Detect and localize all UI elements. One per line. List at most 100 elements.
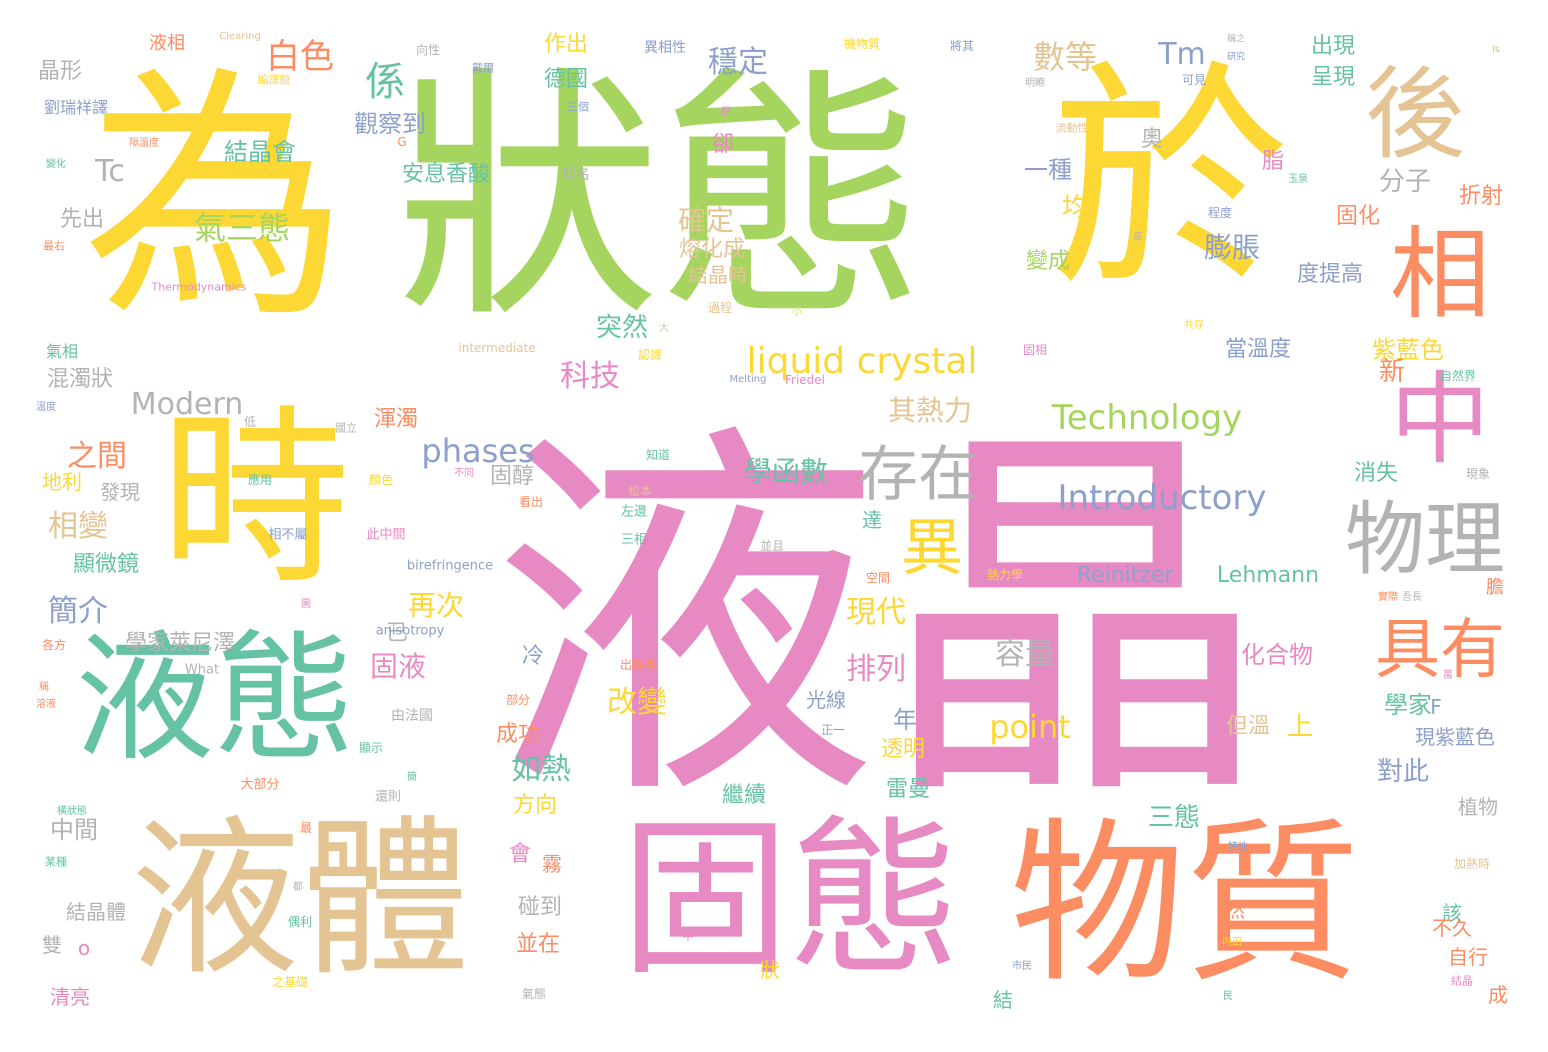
word-cloud-term: 繼續 <box>721 783 767 808</box>
word-cloud-term: 奧 <box>1140 127 1164 152</box>
word-cloud-term: 異相性 <box>644 40 686 56</box>
word-cloud-term: 隔溫度 <box>129 138 159 149</box>
word-cloud-term: 松本 <box>627 484 653 498</box>
word-cloud-term: Melting <box>729 374 767 385</box>
word-cloud-term: 容量 <box>995 637 1055 672</box>
word-cloud-term: 相不屬 <box>268 527 308 543</box>
word-cloud-term: 折射 <box>1458 184 1504 209</box>
word-cloud-term: 變成 <box>1025 249 1071 274</box>
word-cloud-term: 現象 <box>1465 467 1491 481</box>
word-cloud-term: 某種 <box>45 855 67 869</box>
word-cloud-term: 係 <box>365 59 405 105</box>
word-cloud-term: 達 <box>862 508 882 532</box>
word-cloud-term: 上 <box>1286 712 1314 742</box>
word-cloud-term: 成功 <box>495 722 541 747</box>
word-cloud-term: 民 <box>1223 991 1233 1002</box>
word-cloud-term: 存在 <box>858 440 978 510</box>
word-cloud-term: 大部分 <box>240 777 280 793</box>
word-cloud-term: Thermodynamics <box>151 280 247 294</box>
word-cloud-term: 排列 <box>846 652 906 687</box>
word-cloud-term: 對此 <box>1376 757 1430 787</box>
word-cloud-term: 作出 <box>543 32 589 57</box>
word-cloud-term: 異 <box>900 511 964 584</box>
word-cloud-term: 安息香酸 <box>401 162 491 187</box>
word-cloud-term: 固化 <box>1335 204 1381 229</box>
word-cloud-term: 稱 <box>39 682 49 693</box>
word-cloud-term: 將其 <box>949 39 975 53</box>
word-cloud-term: 溫度 <box>36 402 56 413</box>
word-cloud-term: 研究 <box>1226 52 1246 63</box>
word-cloud-term: 液相 <box>149 33 185 54</box>
word-cloud-term: 小 <box>792 307 802 318</box>
word-cloud-term: 內田 <box>1222 937 1242 948</box>
word-cloud-term: liquid crystal <box>746 341 978 382</box>
word-cloud-term: 並且 <box>759 539 785 553</box>
word-cloud-term: 各方 <box>41 638 67 652</box>
word-cloud-term: 三相 <box>620 532 648 548</box>
word-cloud-term: 狀 <box>760 958 780 982</box>
word-cloud-term: 脂 <box>1261 149 1285 174</box>
word-cloud-term: 物理 <box>1345 493 1505 586</box>
word-cloud-term: 氣態 <box>521 987 547 1001</box>
word-cloud-term: 問 <box>721 107 731 118</box>
word-cloud-term: 戴爾 <box>472 61 494 75</box>
word-cloud-term: 特性 <box>1228 842 1248 853</box>
word-cloud-term: 霧 <box>542 852 562 876</box>
word-cloud-term: 結晶 <box>1451 974 1473 988</box>
word-cloud-term: 透明 <box>880 737 926 762</box>
word-cloud-term: 紫藍色 <box>1372 336 1444 364</box>
word-cloud-term: 晶形 <box>37 59 83 84</box>
word-cloud-term: 顏色 <box>368 473 394 487</box>
word-cloud-term: 之基礎 <box>271 975 309 989</box>
word-cloud-term: 由法國 <box>391 708 433 724</box>
word-cloud-term: 碰到 <box>517 895 563 920</box>
word-cloud-term: 成 <box>1488 983 1508 1007</box>
word-cloud-term: 雷曼 <box>885 777 931 802</box>
word-cloud-term: anisotropy <box>375 623 445 639</box>
word-cloud-term: 現紫藍色 <box>1415 725 1495 749</box>
word-cloud-term: 氣三態 <box>193 209 291 247</box>
word-cloud-term: 消失 <box>1353 461 1399 486</box>
word-cloud-term: 植物 <box>1458 795 1498 819</box>
word-cloud-term: 溶液 <box>36 699 56 710</box>
word-cloud-term: 為 <box>82 45 348 354</box>
word-cloud-term: 劉瑞祥譯 <box>43 98 109 117</box>
word-cloud-term: birefringence <box>406 558 494 574</box>
word-cloud-term: 具有 <box>1374 612 1506 688</box>
word-cloud-term: 科技 <box>560 359 620 394</box>
word-cloud-term: 應用 <box>247 473 273 487</box>
word-cloud-term: 結晶時 <box>688 263 748 287</box>
word-cloud-term: 結晶體 <box>66 900 126 924</box>
word-cloud-term: 不同 <box>454 468 474 479</box>
word-cloud-term: 物質 <box>1010 803 1360 1007</box>
word-cloud-term: 左邊 <box>620 504 648 520</box>
word-cloud-term: 結 <box>993 988 1013 1012</box>
word-cloud-term: point <box>989 708 1071 746</box>
word-cloud-term: 實際 <box>1378 592 1398 603</box>
word-cloud-term: 流動性 <box>1055 121 1089 135</box>
word-cloud-term: 確定 <box>677 204 735 237</box>
word-cloud-term: 突然 <box>595 313 649 343</box>
word-cloud-term: 自行 <box>1448 945 1488 969</box>
word-cloud-term: 熔化成 <box>678 237 746 262</box>
word-cloud-term: 會 <box>508 842 532 867</box>
word-cloud-term: 加熱時 <box>1453 857 1491 871</box>
word-cloud-term: 認識 <box>637 348 663 362</box>
word-cloud-term: 還則 <box>374 789 402 805</box>
word-cloud-term: 程度 <box>1207 206 1233 220</box>
word-cloud-term: 均 <box>1061 193 1089 223</box>
word-cloud-term: 固醇 <box>489 464 535 489</box>
word-cloud-term: 其熱力 <box>887 394 973 427</box>
word-cloud-term: 雙 <box>42 933 62 957</box>
word-cloud-term: 該 <box>1442 901 1462 925</box>
word-cloud-term: 向性 <box>415 43 441 57</box>
word-cloud-term: 學家萊尼澤 <box>124 631 236 656</box>
word-cloud-term: 大 <box>659 323 669 334</box>
word-cloud-term: Friedel <box>784 373 826 387</box>
word-cloud-term: 可見 <box>1181 73 1207 87</box>
word-cloud-term: 狀態 <box>395 45 925 354</box>
word-cloud-term: 一中 <box>669 929 695 943</box>
word-cloud-term: 國立 <box>335 421 357 435</box>
word-cloud-term: Reinitzer <box>1076 563 1174 588</box>
word-cloud-term: 自然界 <box>1439 369 1477 383</box>
